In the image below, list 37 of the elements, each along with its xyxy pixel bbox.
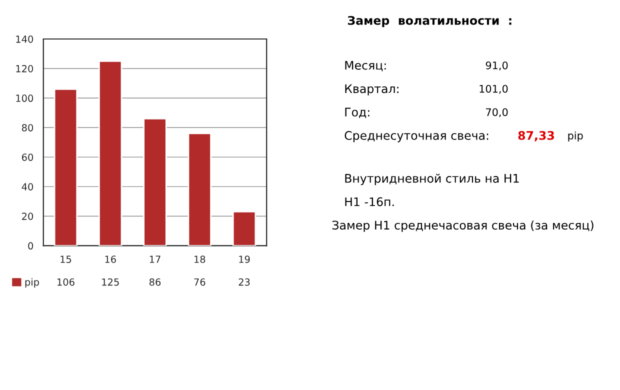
bar <box>188 132 212 246</box>
y-tick-label: 120 <box>16 65 34 72</box>
data-label: 76 <box>194 278 206 286</box>
text: H1 -16п. <box>345 197 394 206</box>
bar <box>54 88 78 246</box>
text: pip <box>568 131 583 142</box>
text: 91,0 <box>486 61 508 70</box>
data-label: 86 <box>149 278 161 286</box>
y-tick-label: 40 <box>22 183 34 190</box>
data-label: 125 <box>102 278 119 286</box>
y-tick-label: 80 <box>22 124 34 132</box>
bar <box>98 60 122 246</box>
text: Внутридневной стиль на H1 <box>345 174 519 186</box>
text: Месяц: <box>345 60 386 72</box>
y-tick-label: 0 <box>28 242 34 250</box>
text: 70,0 <box>486 108 508 118</box>
text: 87,33 <box>518 130 554 142</box>
y-tick-label: 140 <box>16 35 34 43</box>
x-tick-label: 18 <box>194 256 206 263</box>
data-label: 106 <box>58 278 74 286</box>
x-tick-label: 16 <box>105 256 116 263</box>
legend-label: pip <box>25 278 39 288</box>
text: Квартал: <box>345 84 398 96</box>
bar <box>232 211 256 246</box>
text: Замер H1 среднечасовая свеча (за месяц) <box>332 220 594 232</box>
x-tick-label: 17 <box>150 256 160 263</box>
bar <box>143 118 167 246</box>
y-tick-label: 100 <box>16 94 34 102</box>
x-tick-label: 19 <box>239 256 250 263</box>
text: Год: <box>345 108 370 118</box>
x-tick-label: 15 <box>60 256 72 263</box>
text: Замер волатильности : <box>348 16 512 28</box>
y-tick-label: 20 <box>22 212 34 220</box>
text: Среднесуточная свеча: <box>344 130 488 142</box>
text: 101,0 <box>480 84 508 94</box>
data-label: 23 <box>238 278 250 286</box>
y-tick-label: 60 <box>22 154 34 161</box>
